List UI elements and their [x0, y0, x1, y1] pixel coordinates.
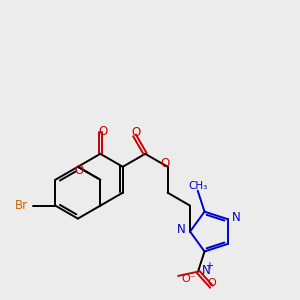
Text: O⁻: O⁻	[182, 274, 196, 284]
Text: O: O	[207, 278, 216, 288]
Text: O: O	[160, 157, 170, 170]
Text: O: O	[132, 126, 141, 139]
Text: O: O	[75, 164, 84, 177]
Text: Br: Br	[15, 199, 28, 212]
Text: N: N	[177, 223, 186, 236]
Text: N: N	[232, 211, 240, 224]
Text: +: +	[205, 261, 213, 272]
Text: CH₃: CH₃	[188, 181, 207, 191]
Text: N: N	[202, 264, 210, 277]
Text: O: O	[98, 125, 107, 138]
